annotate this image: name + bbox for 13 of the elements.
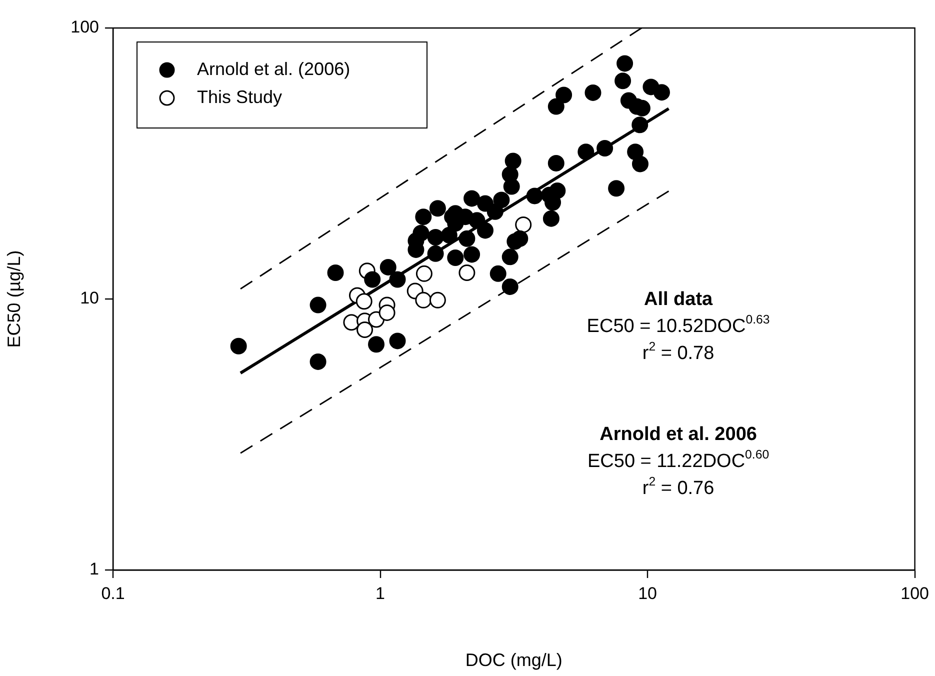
x-tick-label: 1: [376, 584, 386, 603]
legend-label: Arnold et al. (2006): [197, 58, 350, 79]
x-tick-label: 100: [900, 584, 930, 603]
annotation: Arnold et al. 2006: [600, 424, 757, 445]
y-tick-label: 10: [80, 288, 99, 308]
x-axis-title: DOC (mg/L): [465, 650, 562, 670]
annotation: All data: [644, 289, 714, 310]
y-tick-label: 1: [90, 560, 99, 579]
legend-label: This Study: [197, 86, 282, 107]
x-tick-label: 10: [638, 584, 658, 603]
y-axis-title: EC50 (µg/L): [4, 250, 24, 348]
x-tick-label: 0.1: [101, 584, 125, 603]
y-tick-label: 100: [70, 18, 99, 37]
